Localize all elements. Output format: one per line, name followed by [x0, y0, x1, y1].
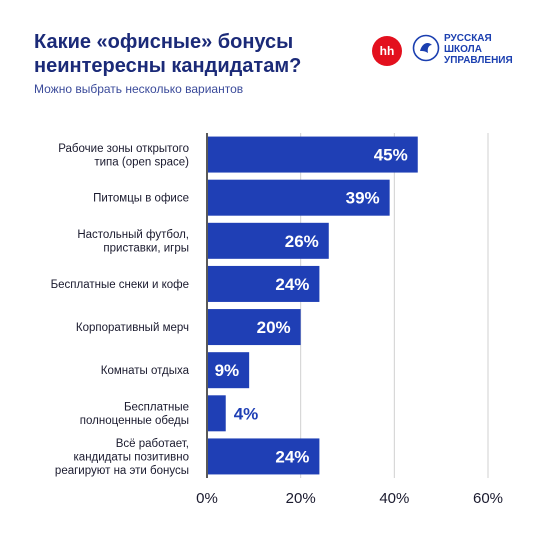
- value-label: 39%: [346, 189, 380, 208]
- value-label: 20%: [257, 318, 291, 337]
- bar: [208, 352, 250, 389]
- title-line-2: неинтересны кандидатам?: [34, 55, 302, 77]
- category-label: Комнаты отдыха: [101, 365, 190, 377]
- category-label-line: кандидаты позитивно: [74, 451, 189, 463]
- bar: [208, 265, 320, 302]
- category-label-line: Бесплатные снеки и кофе: [51, 279, 189, 291]
- school-logo: Русская Школа Управления: [412, 32, 522, 68]
- value-label: 4%: [234, 404, 259, 423]
- school-logo-line-1: Русская: [444, 33, 492, 44]
- category-label-line: Настольный футбол,: [77, 229, 189, 241]
- value-label: 45%: [374, 146, 408, 165]
- x-tick-label: 20%: [286, 490, 316, 507]
- category-label-line: Бесплатные: [124, 402, 189, 414]
- category-label-line: Корпоративный мерч: [76, 322, 189, 334]
- category-label: Корпоративный мерч: [76, 322, 189, 334]
- value-label: 24%: [275, 275, 309, 294]
- bar: [208, 179, 390, 216]
- value-label: 9%: [215, 361, 240, 380]
- bar: [208, 222, 329, 259]
- category-label-line: Всё работает,: [116, 438, 189, 450]
- x-tick-label: 60%: [473, 490, 503, 507]
- category-label-line: реагируют на эти бонусы: [55, 465, 189, 477]
- category-label: Бесплатные снеки и кофе: [51, 279, 189, 291]
- category-label-line: приставки, игры: [103, 243, 189, 255]
- hh-logo: hh: [372, 36, 402, 66]
- bar: [208, 309, 301, 346]
- value-label: 26%: [285, 232, 319, 251]
- x-tick-label: 0%: [196, 490, 218, 507]
- category-label: Питомцы в офисе: [93, 193, 189, 205]
- bar: [208, 438, 320, 475]
- category-label: Всё работает, кандидаты позитивно реагирую…: [55, 438, 189, 477]
- category-label: Бесплатные полноценные обеды: [80, 402, 189, 428]
- school-logo-line-2: Школа: [444, 44, 482, 55]
- category-label-line: Комнаты отдыха: [101, 365, 190, 377]
- category-label-line: полноценные обеды: [80, 415, 189, 427]
- school-logo-text: Русская Школа Управления: [444, 33, 513, 66]
- category-label-line: типа (open space): [94, 156, 189, 168]
- x-tick-label: 40%: [379, 490, 409, 507]
- value-label: 24%: [275, 447, 309, 466]
- title-line-1: Какие «офисные» бонусы: [34, 31, 294, 53]
- category-label: Рабочие зоны открытого типа (open space): [58, 143, 189, 169]
- chart-subtitle: Можно выбрать несколько вариантов: [34, 82, 244, 96]
- school-emblem-icon: [412, 34, 440, 62]
- chart-title: Какие «офисные» бонусы неинтересны канди…: [34, 30, 354, 78]
- category-label-line: Рабочие зоны открытого: [58, 143, 189, 155]
- bar: [208, 136, 418, 173]
- category-label: Настольный футбол, приставки, игры: [77, 229, 189, 255]
- bar: [208, 395, 226, 432]
- school-logo-line-3: Управления: [444, 55, 513, 66]
- category-label-line: Питомцы в офисе: [93, 193, 189, 205]
